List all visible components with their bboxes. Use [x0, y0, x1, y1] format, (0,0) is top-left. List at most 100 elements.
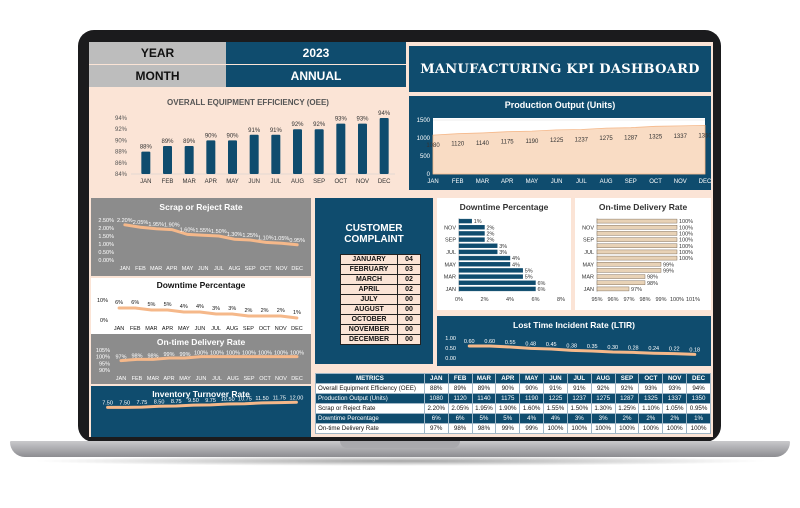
production-data-label: 1237 — [575, 137, 589, 143]
metrics-cell: 99% — [519, 423, 545, 434]
metrics-month-header: AUG — [590, 373, 616, 384]
downtime-line-chart: Downtime Percentage 0% 10% 6% JAN 6% FEB 5% MAR 5… — [97, 280, 303, 332]
ltir-chart: Lost Time Incident Rate (LTIR) 0.00 0.50 1.… — [445, 320, 700, 362]
oee-data-label: 91% — [270, 128, 283, 134]
oee-xtick: NOV — [356, 179, 369, 185]
downtime_bar-data-label: 2% — [487, 238, 495, 244]
metrics-cell: 94% — [686, 383, 711, 394]
ontime_bar-bar — [596, 243, 678, 248]
oee-ytick: 88% — [115, 150, 128, 156]
complaint-count: 00 — [397, 324, 421, 335]
metrics-row: Scrap or Reject Rate 2.20% 2.05% 1.95% 1.90%… — [315, 403, 711, 414]
inventory-title: Inventory Turnover Rate — [152, 389, 250, 399]
oee-data-label: 93% — [356, 117, 369, 123]
metrics-cell: 91% — [566, 383, 592, 394]
oee-xtick: JUL — [270, 179, 281, 185]
inventory-line — [106, 400, 298, 409]
ltir-panel: Lost Time Incident Rate (LTIR) 0.00 0.50 1.… — [437, 316, 711, 366]
metrics-cell: 99% — [495, 423, 521, 434]
downtime_bar-bar — [458, 218, 472, 224]
ontime_bar-data-label: 100% — [679, 244, 693, 250]
metrics-cell: 1350 — [686, 393, 711, 404]
downtime_line-data-label: 4% — [180, 304, 188, 310]
metrics-cell: 91% — [543, 383, 568, 394]
ontime_line-xtick: AUG — [227, 376, 239, 382]
scrap-xtick: MAR — [150, 266, 162, 272]
oee-bar — [293, 129, 302, 174]
ontime-bar-panel: On-time Delivery Rate 95% 96% 97% 98% 99% 100%… — [575, 198, 711, 310]
metrics-cell: 88% — [423, 383, 449, 394]
ontime-line-panel: On-time Delivery Rate 90% 95% 100% 105% 97% JA… — [91, 334, 311, 384]
complaint-count: 03 — [397, 264, 421, 275]
metrics-cell: 98% — [447, 423, 473, 434]
production-ytick: 0 — [427, 172, 431, 178]
metrics-row-name: On-time Delivery Rate — [315, 423, 425, 434]
ontime_line-ytick: 105% — [96, 348, 110, 354]
downtime_line-line — [117, 306, 299, 320]
month-label: MONTH — [89, 65, 226, 87]
production-xtick: JAN — [427, 179, 438, 185]
ltir-title: Lost Time Incident Rate (LTIR) — [513, 320, 635, 330]
ontime_line-data-label: 97% — [115, 355, 126, 361]
oee-data-label: 89% — [183, 139, 196, 145]
production-xtick: DEC — [699, 179, 711, 185]
ontime_bar-bar — [596, 274, 646, 279]
complaint-row: DECEMBER 00 — [340, 334, 421, 345]
production-data-label: 1190 — [525, 139, 539, 145]
ontime_line-xtick: DEC — [291, 376, 303, 382]
scrap-data-label: 1.95% — [148, 222, 164, 228]
production-xtick: AUG — [600, 179, 613, 185]
year-selector[interactable]: 2023 — [226, 42, 406, 64]
oee-ytick: 84% — [115, 172, 128, 178]
metrics-row: Overall Equipment Efficiency (OEE) 88% 89%… — [315, 383, 711, 394]
downtime_bar-data-label: 5% — [525, 268, 533, 274]
laptop-notch — [340, 441, 460, 448]
scrap-xtick: NOV — [276, 266, 288, 272]
downtime_line-data-label: 2% — [261, 308, 269, 314]
ontime_bar-bar — [596, 218, 678, 224]
downtime_line-xtick: DEC — [291, 326, 303, 332]
downtime_bar-bar — [458, 255, 511, 261]
scrap-xtick: JAN — [120, 266, 130, 272]
downtime_bar-bar — [458, 249, 498, 255]
metrics-cell: 1.95% — [471, 403, 497, 414]
oee-bar — [206, 140, 216, 174]
downtime_bar-xtick: 2% — [481, 297, 489, 303]
metrics-cell: 6% — [447, 413, 473, 424]
downtime_line-data-label: 5% — [147, 302, 155, 308]
oee-data-label: 94% — [378, 111, 391, 117]
oee-bar — [184, 146, 194, 174]
metrics-cell: 6% — [423, 413, 449, 424]
month-selector[interactable]: ANNUAL — [226, 65, 406, 87]
metrics-cell: 100% — [638, 423, 664, 434]
downtime_bar-title: Downtime Percentage — [460, 202, 549, 212]
oee-xtick: SEP — [313, 179, 325, 185]
metrics-cell: 3% — [590, 413, 616, 424]
metrics-cell: 4% — [543, 413, 568, 424]
metrics-cell: 2.20% — [423, 403, 449, 414]
ontime_line-xtick: NOV — [275, 376, 287, 382]
downtime_bar-data-label: 6% — [538, 287, 546, 293]
metrics-cell: 1.90% — [495, 403, 521, 414]
oee-data-label: 89% — [161, 139, 174, 145]
ontime_line-xtick: APR — [163, 376, 174, 382]
ontime_bar-data-label: 98% — [647, 281, 658, 287]
dashboard-title: MANUFACTURING KPI DASHBOARD — [409, 46, 711, 92]
metrics-cell: 97% — [423, 423, 449, 434]
downtime_line-data-label: 1% — [293, 310, 301, 316]
inventory-data-label: 7.75 — [137, 400, 148, 406]
ontime_line-ytick: 90% — [99, 368, 110, 374]
ltir-data-label: 0.22 — [669, 347, 680, 353]
ontime_bar-ytick: MAY — [582, 262, 594, 268]
complaint-count: 04 — [397, 254, 421, 265]
downtime_line-data-label: 3% — [212, 306, 220, 312]
metrics-month-header: JUN — [543, 373, 568, 384]
production-data-label: 1225 — [550, 138, 564, 144]
ontime_line-data-label: 100% — [210, 351, 224, 357]
oee-xtick: MAY — [226, 179, 239, 185]
complaint-row: JULY 00 — [340, 294, 421, 305]
scrap-xtick: OCT — [260, 266, 272, 272]
complaint-month: NOVEMBER — [340, 324, 398, 335]
production-data-label: 1120 — [451, 142, 465, 148]
production-area — [432, 124, 706, 175]
